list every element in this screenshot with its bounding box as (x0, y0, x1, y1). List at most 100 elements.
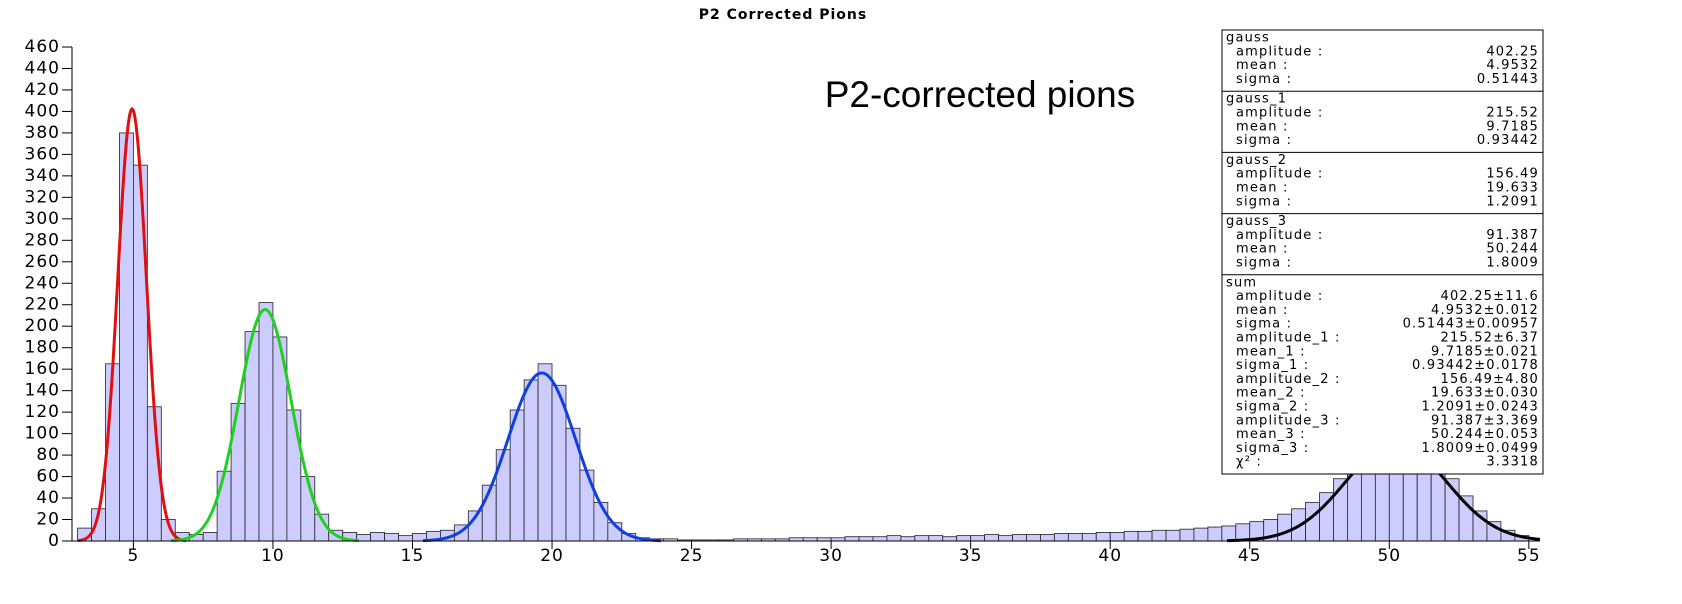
stats-label: mean_2 : (1236, 386, 1306, 401)
stats-value: 0.51443 (1477, 72, 1539, 87)
x-tick-label: 10 (261, 546, 285, 566)
bar (970, 535, 986, 542)
stats-label: mean : (1236, 58, 1289, 73)
y-tick-label: 80 (36, 445, 60, 465)
stats-value: 19.633 (1486, 181, 1539, 196)
bar (1207, 526, 1223, 542)
stats-label: amplitude : (1236, 289, 1323, 304)
stats-value: 215.52±6.37 (1440, 331, 1539, 346)
y-tick-label: 40 (36, 488, 60, 508)
bar (1026, 534, 1041, 542)
annotation: P2-corrected pions (825, 74, 1136, 115)
y-tick-label: 200 (25, 316, 60, 336)
bar (202, 532, 218, 542)
x-tick-label: 50 (1377, 546, 1401, 566)
bar (286, 409, 302, 542)
stats-value: 0.51443±0.00957 (1403, 317, 1539, 332)
bar (1123, 530, 1139, 542)
y-tick-label: 300 (25, 209, 60, 229)
bar (1053, 533, 1069, 542)
x-tick-label: 25 (680, 546, 704, 566)
stats-header: gauss_1 (1226, 92, 1287, 107)
bar (132, 164, 148, 542)
stats-label: sigma : (1236, 72, 1292, 87)
bar (1040, 534, 1055, 542)
stats-label: mean : (1236, 303, 1289, 318)
x-tick-label: 5 (127, 546, 139, 566)
stats-value: 9.7185±0.021 (1431, 344, 1539, 359)
bar (370, 532, 385, 542)
y-tick-label: 380 (25, 123, 60, 143)
y-tick-label: 60 (36, 467, 60, 487)
stats-label: mean : (1236, 119, 1289, 134)
bar (1081, 533, 1097, 542)
fit-curve (77, 106, 187, 543)
x-tick-label: 15 (401, 546, 425, 566)
bar (1193, 527, 1209, 542)
bar (1137, 530, 1153, 542)
stats-label: amplitude_3 : (1236, 413, 1341, 428)
bar (872, 536, 888, 542)
stats-value: 1.8009±0.0499 (1422, 441, 1539, 456)
stats-label: amplitude : (1236, 167, 1323, 182)
stats-value: 156.49 (1486, 167, 1539, 182)
bar (942, 536, 958, 542)
y-tick-label: 220 (25, 295, 60, 315)
stats-label: amplitude : (1236, 106, 1323, 121)
stats-value: 3.3318 (1486, 455, 1539, 470)
bar (844, 536, 860, 542)
stats-value: 4.9532±0.012 (1431, 303, 1539, 318)
chart-title: P2 Corrected Pions (699, 7, 867, 23)
bar (523, 379, 539, 542)
bar (1165, 529, 1181, 542)
y-tick-label: 360 (25, 144, 60, 164)
bar (579, 469, 595, 542)
stats-value: 9.7185 (1486, 119, 1539, 134)
bar (886, 535, 902, 542)
bar (384, 533, 399, 542)
bar (998, 535, 1013, 542)
y-tick-label: 240 (25, 273, 60, 293)
stats-value: 402.25 (1486, 44, 1539, 59)
x-tick-label: 40 (1098, 546, 1122, 566)
stats-header: gauss_2 (1226, 153, 1287, 168)
y-tick-label: 0 (48, 531, 60, 551)
stats-value: 1.2091 (1486, 194, 1539, 209)
bar (928, 535, 944, 542)
stats-label: sigma : (1236, 133, 1292, 148)
stats-value: 50.244±0.053 (1431, 427, 1539, 442)
y-tick-label: 400 (25, 101, 60, 121)
y-tick-label: 460 (25, 37, 60, 57)
stats-value: 402.25±11.6 (1440, 289, 1539, 304)
bar (1095, 532, 1111, 542)
stats-label: sigma_3 : (1236, 441, 1309, 456)
y-tick-label: 120 (25, 402, 60, 422)
bar (984, 534, 999, 542)
stats-value: 50.244 (1486, 242, 1539, 257)
stats-value: 1.2091±0.0243 (1422, 400, 1539, 415)
stats-label: mean : (1236, 181, 1289, 196)
y-tick-label: 340 (25, 166, 60, 186)
bar (1109, 532, 1125, 542)
fit-curve (170, 308, 360, 543)
stats-label: sigma : (1236, 194, 1292, 209)
bar (900, 536, 916, 542)
bar (1179, 528, 1195, 542)
stats-label: χ² : (1236, 455, 1262, 470)
stats-label: amplitude : (1236, 44, 1323, 59)
x-tick-label: 35 (959, 546, 983, 566)
stats-header: gauss_3 (1226, 214, 1287, 229)
x-tick-label: 30 (819, 546, 843, 566)
x-tick-label: 55 (1517, 546, 1541, 566)
stats-value: 91.387 (1486, 228, 1539, 243)
stats-label: amplitude_1 : (1236, 331, 1341, 346)
bar (1012, 534, 1027, 542)
stats-value: 156.49±4.80 (1440, 372, 1539, 387)
x-tick-label: 45 (1238, 546, 1262, 566)
stats-label: mean : (1236, 242, 1289, 257)
stats-header: sum (1226, 275, 1257, 290)
stats-label: mean_3 : (1236, 427, 1306, 442)
stats-label: sigma_1 : (1236, 358, 1309, 373)
bar (858, 536, 874, 542)
